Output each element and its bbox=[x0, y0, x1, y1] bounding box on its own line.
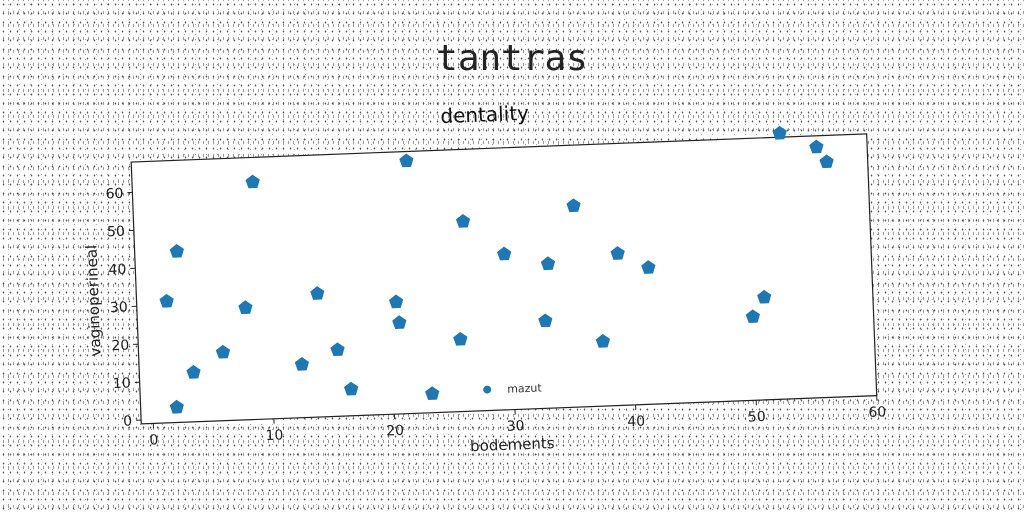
plot-area: dentality bodements vaginoperineal 0 10 20… bbox=[82, 101, 887, 455]
y-tick-label: 60 bbox=[105, 186, 123, 203]
y-tick-label: 0 bbox=[123, 413, 133, 429]
x-axis-label: bodements bbox=[470, 434, 555, 455]
plot-frame bbox=[130, 133, 878, 425]
data-point bbox=[641, 260, 656, 274]
data-point bbox=[392, 315, 407, 329]
data-point bbox=[497, 246, 512, 261]
y-tick-label: 50 bbox=[107, 224, 125, 241]
x-tick-label: 50 bbox=[748, 409, 766, 426]
data-point bbox=[245, 174, 260, 189]
data-point bbox=[745, 309, 761, 323]
y-tick-label: 40 bbox=[108, 262, 126, 279]
data-point bbox=[238, 300, 253, 315]
legend-marker bbox=[483, 385, 492, 394]
data-point bbox=[819, 154, 834, 169]
data-point bbox=[169, 243, 184, 258]
data-point bbox=[399, 153, 414, 168]
figure-suptitle: tantras bbox=[436, 38, 588, 79]
data-point bbox=[757, 289, 772, 304]
data-point bbox=[215, 344, 231, 359]
data-point bbox=[453, 331, 468, 346]
data-point bbox=[310, 286, 325, 300]
x-tick-label: 0 bbox=[149, 432, 159, 448]
plot-title: dentality bbox=[440, 101, 530, 128]
data-point bbox=[610, 246, 625, 260]
y-axis-label: vaginoperineal bbox=[82, 245, 104, 357]
data-point bbox=[540, 256, 556, 271]
y-tick-label: 20 bbox=[111, 338, 129, 355]
legend-label: mazut bbox=[507, 381, 543, 395]
legend: mazut bbox=[483, 381, 543, 396]
y-tick-label: 30 bbox=[110, 300, 128, 317]
x-tick-label: 60 bbox=[868, 404, 886, 421]
x-ticks: 0 10 20 30 40 50 60 bbox=[149, 395, 887, 449]
data-point bbox=[294, 356, 310, 371]
data-point bbox=[809, 139, 824, 154]
data-point bbox=[388, 294, 404, 309]
data-point bbox=[566, 198, 581, 213]
data-point bbox=[330, 342, 345, 357]
y-ticks: 0 10 20 30 40 50 60 bbox=[105, 186, 142, 430]
data-point bbox=[186, 364, 201, 379]
data-point bbox=[538, 313, 553, 328]
data-point bbox=[159, 293, 174, 308]
data-point bbox=[425, 386, 440, 400]
x-tick-label: 10 bbox=[265, 427, 283, 444]
y-tick-label: 10 bbox=[113, 375, 131, 392]
data-point bbox=[455, 213, 471, 228]
data-point bbox=[343, 381, 359, 396]
x-tick-label: 40 bbox=[627, 414, 645, 431]
x-tick-label: 30 bbox=[506, 418, 524, 435]
data-points bbox=[159, 125, 834, 414]
data-point bbox=[169, 399, 184, 414]
x-tick-label: 20 bbox=[386, 423, 404, 440]
data-point bbox=[595, 333, 611, 348]
data-point bbox=[772, 125, 787, 140]
